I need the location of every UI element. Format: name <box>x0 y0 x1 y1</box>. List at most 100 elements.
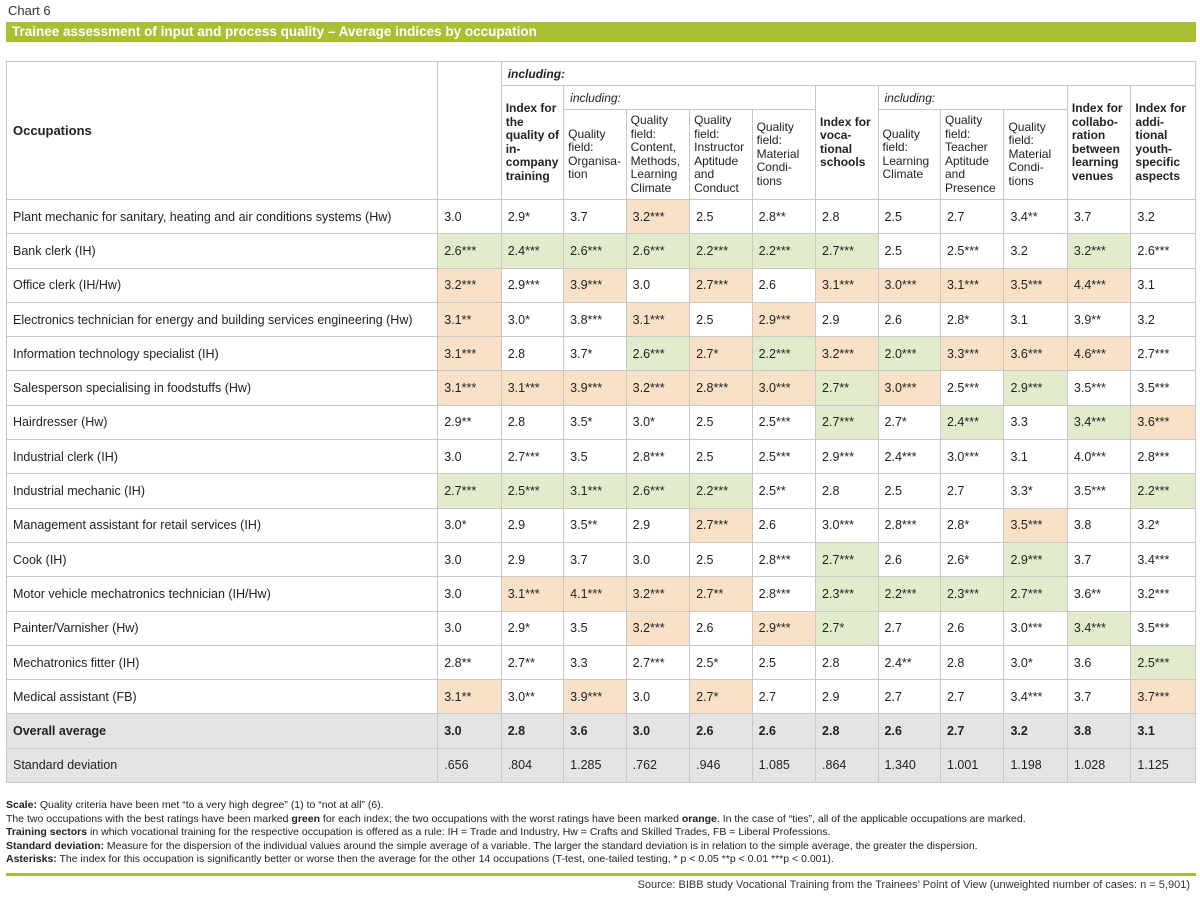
index-value-cell: 2.3*** <box>939 576 1005 612</box>
table-row: Electronics technician for energy and bu… <box>5 301 1196 338</box>
occupation-name: Electronics technician for energy and bu… <box>5 301 439 338</box>
index-value-cell: 3.2*** <box>815 336 879 372</box>
header-quality-organisation: Quality field: Organisa-tion <box>563 109 627 200</box>
standard-deviation-row-value: .804 <box>500 747 565 784</box>
index-value-cell: 3.7 <box>1066 541 1132 578</box>
index-value-cell: 3.7 <box>1066 198 1132 235</box>
index-value-cell: 2.7*** <box>1003 576 1068 612</box>
index-value-cell: 2.6 <box>751 507 817 543</box>
index-value-cell: 2.9*** <box>815 439 879 475</box>
index-value-cell: 3.8*** <box>563 301 627 338</box>
marking-note-orange: orange <box>681 812 717 825</box>
marking-note-text-1: The two occupations with the best rating… <box>6 812 292 825</box>
index-value-cell: 2.6 <box>939 610 1005 646</box>
index-value-cell: 2.7* <box>689 336 753 372</box>
index-value-cell: 2.7*** <box>815 541 879 578</box>
table-row: Mechatronics fitter (IH) 2.8** 2.7** 3.3 2.7… <box>5 644 1196 681</box>
index-value-cell: 2.6*** <box>625 473 691 509</box>
index-value-cell: 3.1 <box>1003 439 1068 475</box>
index-value-cell: 2.9 <box>625 507 691 543</box>
standard-deviation-row-value: 1.125 <box>1130 747 1196 784</box>
occupation-name: Plant mechanic for sanitary, heating and… <box>5 198 439 235</box>
index-value-cell: 2.7 <box>751 679 817 715</box>
index-value-cell: 2.5 <box>689 404 753 441</box>
index-value-cell: 3.6** <box>1066 576 1132 612</box>
index-value-cell: 2.6 <box>689 610 753 646</box>
index-value-cell: 3.5*** <box>1130 370 1196 406</box>
index-value-cell: 3.3 <box>563 644 627 681</box>
index-value-cell: 3.5*** <box>1066 473 1132 509</box>
index-value-cell: 2.5*** <box>939 233 1005 269</box>
index-value-cell: 3.7 <box>563 198 627 235</box>
index-value-cell: 2.9*** <box>751 610 817 646</box>
index-value-cell: 2.9*** <box>751 301 817 338</box>
stddev-note: Standard deviation: Measure for the disp… <box>6 840 1196 854</box>
index-value-cell: 2.9 <box>500 541 565 578</box>
index-value-cell: 2.4*** <box>939 404 1005 441</box>
index-value-cell: 2.6*** <box>625 233 691 269</box>
index-value-cell: 2.6*** <box>625 336 691 372</box>
index-value-cell: 2.8 <box>815 644 879 681</box>
including-header-company: including: <box>563 85 817 110</box>
index-value-cell: 2.9 <box>500 507 565 543</box>
index-value-cell: 2.8* <box>939 301 1005 338</box>
standard-deviation-row-value: 1.028 <box>1066 747 1132 784</box>
overall-average-row-value: 3.8 <box>1066 713 1132 749</box>
index-value-cell: 3.7 <box>1066 679 1132 715</box>
index-value-cell: 3.0 <box>437 439 502 475</box>
scale-note: Scale: Quality criteria have been met “t… <box>6 799 1196 813</box>
index-value-cell: 2.5** <box>751 473 817 509</box>
quality-index-table-wrap: Occupations including: Index for the qua… <box>5 61 1197 784</box>
index-value-cell: 2.2*** <box>751 336 817 372</box>
index-value-cell: 2.9** <box>437 404 502 441</box>
occupation-name: Industrial mechanic (IH) <box>5 473 439 509</box>
header-quality-instructor: Quality field: Instructor Aptitude and C… <box>689 109 753 200</box>
index-value-cell: 2.7*** <box>500 439 565 475</box>
index-value-cell: 3.1*** <box>437 370 502 406</box>
index-value-cell: 2.5*** <box>751 404 817 441</box>
table-row: Salesperson specialising in foodstuffs (… <box>5 370 1196 406</box>
overall-average-row-value: 2.6 <box>751 713 817 749</box>
index-value-cell: 3.1*** <box>500 370 565 406</box>
overall-average-row-value: 2.8 <box>500 713 565 749</box>
index-value-cell: 2.7 <box>939 473 1005 509</box>
table-body: Plant mechanic for sanitary, heating and… <box>5 198 1196 784</box>
index-value-cell: 2.8*** <box>1130 439 1196 475</box>
index-value-cell: 3.0 <box>625 679 691 715</box>
header-quality-learning-climate: Quality field: Learning Climate <box>877 109 941 200</box>
asterisks-note-text: The index for this occupation is signifi… <box>56 853 834 866</box>
index-value-cell: 3.2*** <box>437 267 502 303</box>
index-value-cell: 4.1*** <box>563 576 627 612</box>
index-value-cell: 3.1 <box>1130 267 1196 303</box>
table-header: Occupations including: Index for the qua… <box>5 61 1197 200</box>
index-value-cell: 2.9* <box>500 198 565 235</box>
index-value-cell: 2.4** <box>877 644 941 681</box>
table-row: Cook (IH) 3.0 2.9 3.7 3.0 2.5 2.8*** 2.7*** 2.6 2… <box>5 541 1196 578</box>
asterisks-note: Asterisks: The index for this occupation… <box>6 853 1196 867</box>
index-value-cell: 2.6* <box>939 541 1005 578</box>
index-value-cell: 2.6*** <box>1130 233 1196 269</box>
index-value-cell: 4.6*** <box>1066 336 1132 372</box>
overall-average-row-value: 3.0 <box>437 713 502 749</box>
index-value-cell: 2.0*** <box>877 336 941 372</box>
table-row: Information technology specialist (IH) 3.… <box>5 336 1196 372</box>
sectors-note: Training sectors in which vocational tra… <box>6 826 1196 840</box>
index-value-cell: 2.7*** <box>689 507 753 543</box>
index-value-cell: 2.4*** <box>500 233 565 269</box>
index-value-cell: 3.1** <box>437 679 502 715</box>
overall-average-row-value: 2.8 <box>815 713 879 749</box>
index-value-cell: 2.7*** <box>815 233 879 269</box>
index-value-cell: 3.1** <box>437 301 502 338</box>
index-value-cell: 3.5*** <box>1003 507 1068 543</box>
index-value-cell: 3.6 <box>1066 644 1132 681</box>
index-value-cell: 2.8 <box>500 404 565 441</box>
index-value-cell: 2.5*** <box>1130 644 1196 681</box>
index-value-cell: 3.0 <box>437 576 502 612</box>
index-value-cell: 2.7*** <box>689 267 753 303</box>
index-value-cell: 2.2*** <box>751 233 817 269</box>
index-value-cell: 3.0 <box>625 267 691 303</box>
index-value-cell: 3.2 <box>1003 233 1068 269</box>
index-value-cell: 3.4** <box>1003 198 1068 235</box>
index-value-cell: 2.8*** <box>625 439 691 475</box>
index-value-cell: 2.6*** <box>563 233 627 269</box>
